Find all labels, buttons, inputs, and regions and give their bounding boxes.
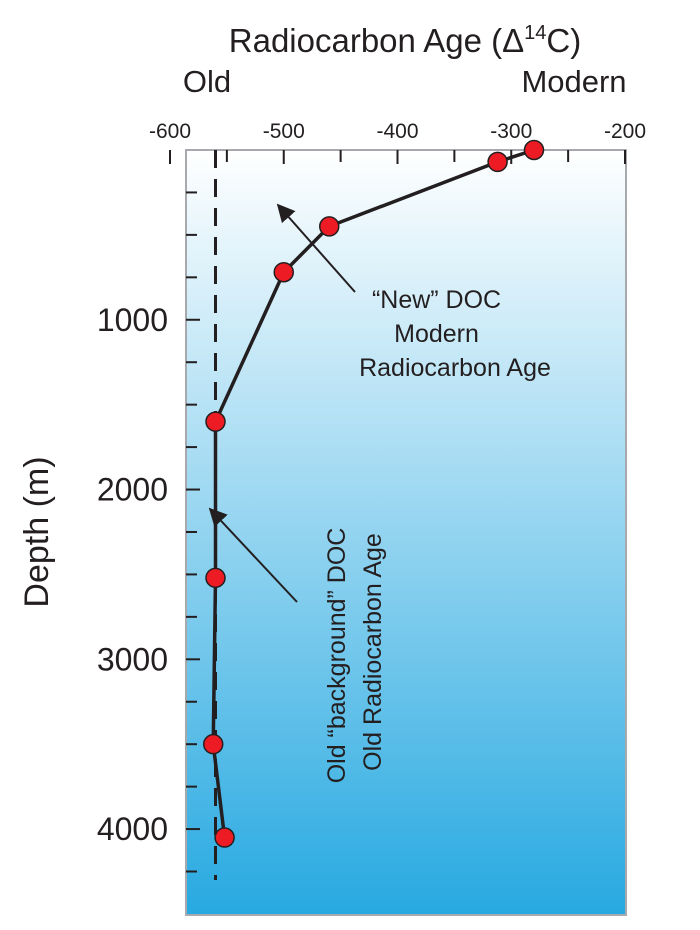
plot-background [185, 149, 627, 916]
x-axis-old-label: Old [183, 64, 231, 99]
old-doc-annotation: Old “background” DOC Old Radiocarbon Age [323, 521, 387, 784]
data-point [202, 733, 224, 755]
old-doc-arrow [208, 507, 298, 603]
x-tick-label: -200 [604, 120, 646, 143]
new-doc-annotation-line1: “New” DOC [372, 286, 501, 314]
y-tick-label: 3000 [97, 641, 168, 677]
data-point [319, 216, 340, 237]
old-doc-annotation-line1: Old “background” DOC [323, 528, 351, 784]
data-point [214, 827, 235, 848]
x-tick-label: -500 [263, 120, 305, 143]
data-point [205, 567, 226, 589]
data-point [487, 151, 508, 173]
new-doc-annotation: “New” DOC Modern Radiocarbon Age [359, 286, 551, 382]
x-tick-label: -400 [376, 120, 418, 143]
x-axis-modern-label: Modern [521, 64, 626, 99]
old-doc-annotation-line2: Old Radiocarbon Age [359, 533, 387, 771]
series-line [211, 148, 535, 838]
data-point [523, 139, 545, 161]
new-doc-annotation-line3: Radiocarbon Age [359, 354, 551, 382]
new-doc-arrow [276, 203, 356, 293]
x-tick-label: -300 [490, 120, 532, 143]
data-point [273, 261, 294, 283]
y-axis-title: Depth (m) [18, 456, 56, 607]
y-tick-label: 2000 [97, 472, 168, 508]
series-markers [202, 139, 545, 848]
new-doc-annotation-line2: Modern [394, 320, 479, 348]
x-tick-label: -600 [149, 120, 191, 143]
x-axis-title: Radiocarbon Age (Δ14C) [229, 22, 581, 59]
data-point [205, 411, 226, 432]
y-tick-label: 1000 [97, 302, 168, 338]
x-axis-ticks: -600 -500 -400 -300 -200 [149, 120, 646, 164]
y-axis-ticks: 1000 2000 3000 4000 [97, 191, 200, 873]
y-tick-label: 4000 [97, 811, 168, 847]
